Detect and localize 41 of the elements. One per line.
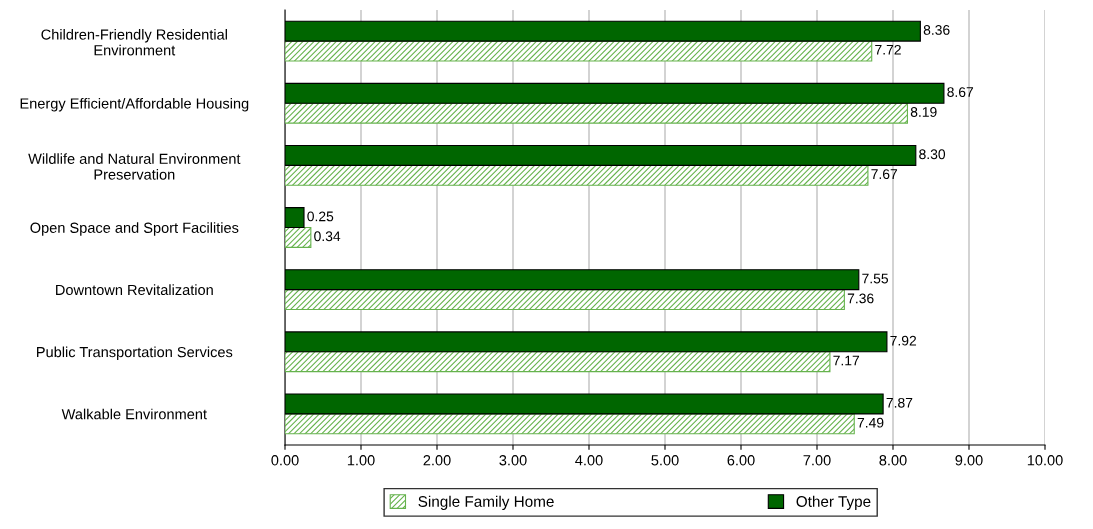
bar [285,351,831,373]
data-label: 0.25 [307,211,334,222]
bar [285,289,845,311]
data-label: 7.49 [857,417,884,428]
data-label: 7.55 [862,273,889,284]
x-tick-label: 3.00 [499,455,527,466]
legend-label: Single Family Home [418,495,554,510]
legend-label: Other Type [796,495,871,510]
bar [285,40,873,62]
y-tick-label: Wildlife and Natural Environment Preservation [28,153,241,180]
x-tick-label: 8.00 [879,455,907,466]
bar [285,164,869,186]
y-tick-label: Downtown Revitalization [56,284,213,296]
data-label: 7.72 [875,44,901,55]
data-label: 8.30 [919,149,946,160]
data-label: 7.36 [847,293,874,304]
y-tick-label: Walkable Environment [61,408,207,420]
data-label: 8.67 [947,87,974,97]
x-tick-label: 4.00 [575,455,603,466]
y-tick-label: Children-Friendly Residential Environment [41,28,227,56]
data-label: 7.67 [871,169,898,180]
data-label: 0.34 [314,231,341,242]
y-tick-label: Public Transportation Services [37,346,233,361]
data-label: 8.19 [910,107,937,117]
x-tick-label: 10.00 [1027,455,1063,466]
x-tick-label: 6.00 [727,455,755,466]
x-tick-label: 2.00 [423,455,451,466]
y-tick-label: Open Space and Sport Facilities [30,222,239,236]
bar [285,413,855,435]
bar [285,102,908,124]
x-tick-label: 5.00 [651,455,679,466]
x-tick-label: 1.00 [347,455,375,466]
y-tick-label: Energy Efficient/Affordable Housing [20,97,249,112]
data-label: 7.87 [886,397,913,408]
data-label: 7.92 [890,335,917,346]
x-tick-label: 9.00 [955,455,983,466]
data-label: 8.36 [923,25,950,35]
x-tick-label: 0.00 [271,455,299,466]
data-label: 7.17 [833,355,860,366]
bar [285,226,312,248]
x-tick-label: 7.00 [803,455,831,466]
